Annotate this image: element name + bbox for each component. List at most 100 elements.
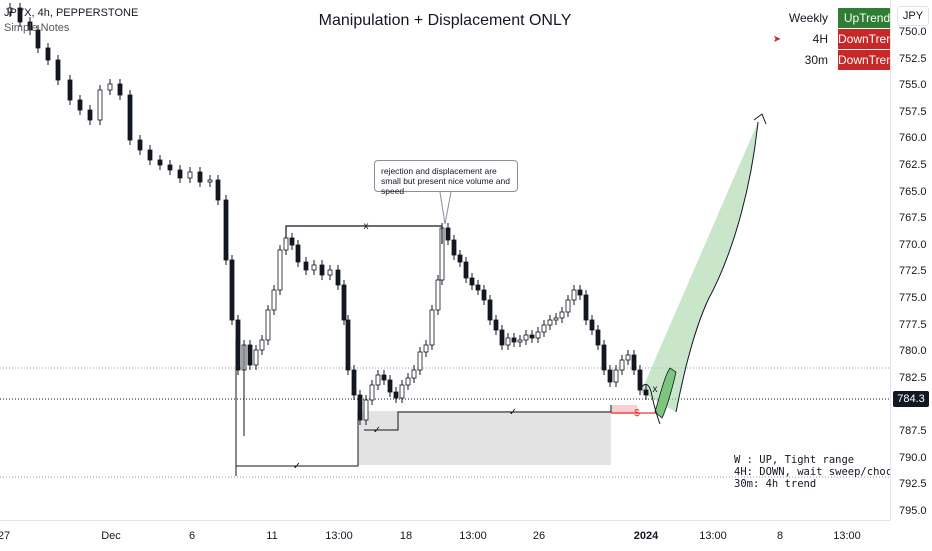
candle-body xyxy=(559,311,565,319)
indicator-label[interactable]: Simple Notes xyxy=(4,22,70,34)
candle-body xyxy=(311,264,317,271)
time-tick: 8 xyxy=(776,530,784,542)
candle-body xyxy=(55,59,61,81)
candle-body xyxy=(335,269,341,286)
trend-row-30m: 30m DownTrend xyxy=(770,50,890,70)
candle-body xyxy=(553,317,559,321)
candle-body xyxy=(417,351,423,371)
candle-body xyxy=(45,47,51,61)
drawn-candle xyxy=(654,367,677,419)
candle-body xyxy=(517,339,523,343)
candle-body xyxy=(77,99,83,111)
candle-body xyxy=(411,369,417,379)
price-tick: 767.5 xyxy=(899,212,927,225)
candle-body xyxy=(369,384,375,401)
candle-body xyxy=(283,237,289,251)
candle-body xyxy=(589,319,595,331)
candle-body xyxy=(87,109,93,121)
candle-body xyxy=(197,171,203,183)
price-tick: 750.0 xyxy=(899,26,927,38)
candle-body xyxy=(157,159,163,166)
candle-body xyxy=(289,237,295,246)
candle-body xyxy=(137,139,143,151)
candle-body xyxy=(393,391,399,399)
candle-body xyxy=(445,227,451,241)
candle-body xyxy=(147,149,153,161)
candle-body xyxy=(107,83,113,91)
time-tick: 2024 xyxy=(633,530,659,542)
trend-timeframe: 30m xyxy=(804,53,828,67)
level-check-label: ✓ xyxy=(293,461,301,472)
candle-body xyxy=(127,94,133,141)
chart-legend: JPYX, 4h, PEPPERSTONE Simple Notes xyxy=(4,6,138,36)
time-tick: 27 xyxy=(0,530,11,542)
candlestick-chart[interactable]: x ✓ ✓ ✓ $ x xyxy=(0,0,890,520)
time-tick: 26 xyxy=(532,530,546,542)
candle-body xyxy=(529,334,535,339)
trend-value: DownTrend xyxy=(838,50,890,70)
candle-body xyxy=(511,337,517,343)
projection-curve xyxy=(675,121,759,413)
candle-body xyxy=(643,389,649,396)
price-tick: 782.5 xyxy=(899,371,927,384)
candle-body xyxy=(271,289,277,311)
candle-body xyxy=(399,384,405,399)
candle-body xyxy=(571,289,577,301)
candle-body xyxy=(607,369,613,383)
candle-body xyxy=(469,277,475,286)
candle-body xyxy=(187,171,193,179)
trend-table: Weekly UpTrend ➤ 4H DownTrend 30m DownTrend xyxy=(770,8,890,71)
price-tick: 765.0 xyxy=(899,185,927,198)
candle-body xyxy=(595,329,601,346)
price-tick: 757.5 xyxy=(899,105,927,118)
candle-body xyxy=(499,329,505,346)
candle-body xyxy=(253,349,259,366)
candle-body xyxy=(435,279,441,311)
price-tick: 770.0 xyxy=(899,238,927,251)
candle-body xyxy=(295,244,301,263)
candle-body xyxy=(463,261,469,279)
price-tick: 775.0 xyxy=(899,292,927,304)
trend-row-4h: ➤ 4H DownTrend xyxy=(770,29,890,49)
candle-body xyxy=(375,374,381,386)
candle-body xyxy=(487,299,493,321)
time-axis[interactable]: 27 Dec 6 11 13:00 18 13:00 26 2024 13:00 8 13:00 xyxy=(0,520,890,551)
candle-body xyxy=(341,284,347,321)
price-axis[interactable]: 750.0 752.5 755.0 757.5 760.0 762.5 765.0 767.5… xyxy=(890,0,932,520)
candle-body xyxy=(505,337,511,346)
level-x-label: x xyxy=(653,384,658,395)
time-tick: 13:00 xyxy=(459,530,487,542)
trend-marker-icon: ➤ xyxy=(772,33,782,45)
candle-body xyxy=(357,394,363,421)
candle-body xyxy=(481,289,487,301)
projection-area xyxy=(641,122,758,412)
time-tick: Dec xyxy=(101,530,121,542)
candle-body xyxy=(493,319,499,331)
candle-body xyxy=(277,249,283,291)
candle-body xyxy=(363,399,369,421)
candle-body xyxy=(97,89,103,121)
candle-body xyxy=(523,334,529,341)
symbol-label[interactable]: JPYX, 4h, PEPPERSTONE xyxy=(4,7,139,19)
trend-timeframe: Weekly xyxy=(788,11,828,25)
candle-body xyxy=(247,344,253,366)
sweep-level-line xyxy=(364,405,612,431)
candle-body xyxy=(387,379,393,393)
candle-body xyxy=(451,239,457,256)
chart-area[interactable]: x ✓ ✓ ✓ $ x JPYX, 4h, PEPPERSTONE Simple Note… xyxy=(0,0,890,520)
price-tick: 792.5 xyxy=(899,478,927,491)
candle-body xyxy=(583,294,589,321)
candle-body xyxy=(565,299,571,313)
callout-note[interactable]: rejection and displacement are small but… xyxy=(374,160,518,196)
sweep-label: $ xyxy=(634,408,640,419)
candle-body xyxy=(117,83,123,96)
currency-button[interactable]: JPY xyxy=(897,6,929,26)
callout-pointer xyxy=(439,191,452,225)
candle-body xyxy=(405,377,411,386)
arrow-head-icon xyxy=(753,113,767,125)
candle-body xyxy=(541,324,547,333)
candle-body xyxy=(167,164,173,171)
level-x-label: x xyxy=(364,221,369,232)
price-tick: 790.0 xyxy=(899,451,927,464)
level-check-label: ✓ xyxy=(509,407,517,418)
